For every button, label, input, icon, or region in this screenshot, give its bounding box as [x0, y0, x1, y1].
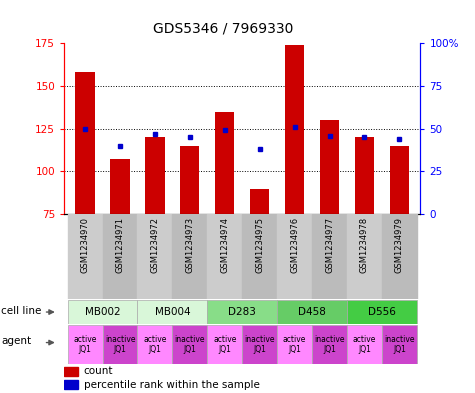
Bar	[67, 325, 103, 364]
Bar	[76, 72, 95, 214]
Text: inactive
JQ1: inactive JQ1	[175, 335, 205, 354]
Bar	[172, 214, 207, 299]
Bar	[285, 45, 304, 214]
Text: active
JQ1: active JQ1	[213, 335, 237, 354]
Bar	[347, 325, 382, 364]
Text: D283: D283	[228, 307, 256, 317]
Bar	[312, 325, 347, 364]
Bar	[110, 160, 130, 214]
Bar	[277, 214, 312, 299]
Text: agent: agent	[1, 336, 31, 346]
Bar	[64, 367, 78, 376]
Bar	[390, 146, 409, 214]
Text: active
JQ1: active JQ1	[143, 335, 167, 354]
Bar	[145, 137, 164, 214]
Text: cell line: cell line	[1, 306, 42, 316]
Bar	[67, 300, 137, 324]
Bar	[180, 146, 200, 214]
Text: GDS5346 / 7969330: GDS5346 / 7969330	[153, 22, 294, 36]
Text: GSM1234972: GSM1234972	[151, 217, 160, 273]
Bar	[64, 380, 78, 389]
Text: GSM1234976: GSM1234976	[290, 217, 299, 273]
Bar	[172, 325, 207, 364]
Text: GSM1234975: GSM1234975	[255, 217, 264, 273]
Text: inactive
JQ1: inactive JQ1	[245, 335, 275, 354]
Bar	[137, 300, 207, 324]
Bar	[103, 214, 137, 299]
Bar	[215, 112, 234, 214]
Text: inactive
JQ1: inactive JQ1	[384, 335, 415, 354]
Bar	[347, 300, 417, 324]
Bar	[277, 325, 312, 364]
Text: active
JQ1: active JQ1	[283, 335, 306, 354]
Text: active
JQ1: active JQ1	[353, 335, 376, 354]
Bar	[103, 325, 137, 364]
Text: percentile rank within the sample: percentile rank within the sample	[84, 380, 260, 389]
Text: GSM1234973: GSM1234973	[185, 217, 194, 273]
Bar	[382, 325, 417, 364]
Text: MB004: MB004	[154, 307, 190, 317]
Bar	[277, 300, 347, 324]
Bar	[207, 214, 242, 299]
Bar	[320, 120, 339, 214]
Bar	[355, 137, 374, 214]
Text: GSM1234979: GSM1234979	[395, 217, 404, 273]
Text: inactive
JQ1: inactive JQ1	[314, 335, 345, 354]
Text: GSM1234971: GSM1234971	[115, 217, 124, 273]
Bar	[242, 214, 277, 299]
Bar	[242, 325, 277, 364]
Text: D556: D556	[368, 307, 396, 317]
Bar	[137, 325, 172, 364]
Text: GSM1234978: GSM1234978	[360, 217, 369, 273]
Bar	[250, 189, 269, 214]
Bar	[207, 325, 242, 364]
Text: count: count	[84, 366, 114, 376]
Bar	[382, 214, 417, 299]
Text: GSM1234974: GSM1234974	[220, 217, 229, 273]
Text: inactive
JQ1: inactive JQ1	[105, 335, 135, 354]
Text: GSM1234970: GSM1234970	[81, 217, 90, 273]
Text: MB002: MB002	[85, 307, 120, 317]
Bar	[347, 214, 382, 299]
Text: GSM1234977: GSM1234977	[325, 217, 334, 273]
Bar	[207, 300, 277, 324]
Text: active
JQ1: active JQ1	[74, 335, 97, 354]
Text: D458: D458	[298, 307, 326, 317]
Bar	[67, 214, 103, 299]
Bar	[137, 214, 172, 299]
Bar	[312, 214, 347, 299]
